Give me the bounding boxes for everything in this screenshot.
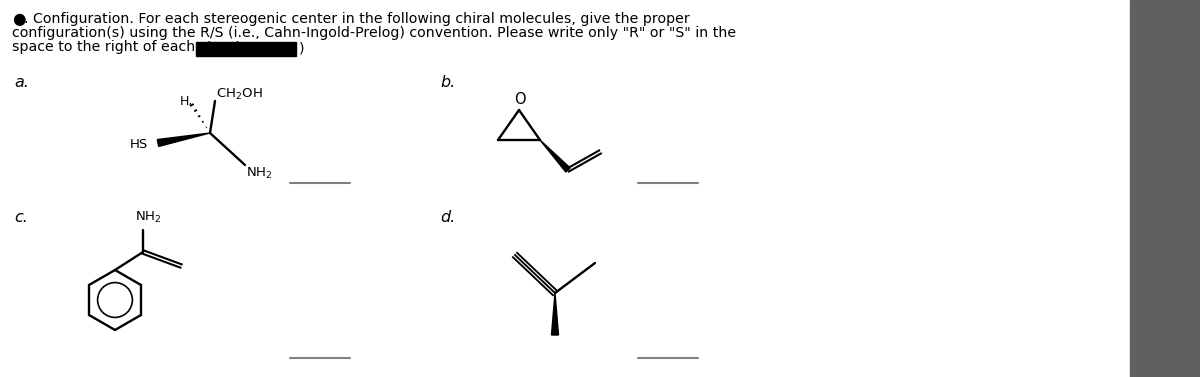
- Text: b.: b.: [440, 75, 455, 90]
- Text: $\mathregular{NH_2}$: $\mathregular{NH_2}$: [246, 166, 272, 181]
- Polygon shape: [552, 293, 558, 335]
- Text: . Configuration. For each stereogenic center in the following chiral molecules, : . Configuration. For each stereogenic ce…: [24, 12, 690, 26]
- Text: c.: c.: [14, 210, 28, 225]
- Text: $\mathregular{CH_2OH}$: $\mathregular{CH_2OH}$: [216, 87, 263, 102]
- Text: a.: a.: [14, 75, 29, 90]
- Text: ●: ●: [12, 12, 25, 27]
- Polygon shape: [540, 140, 570, 172]
- Text: HS: HS: [130, 138, 149, 151]
- Text: space to the right of each structure.: space to the right of each structure.: [12, 40, 269, 54]
- Text: d.: d.: [440, 210, 455, 225]
- Text: configuration(s) using the R/S (i.e., Cahn-Ingold-Prelog) convention. Please wri: configuration(s) using the R/S (i.e., Ca…: [12, 26, 736, 40]
- Text: H,: H,: [180, 95, 193, 108]
- Polygon shape: [157, 133, 210, 146]
- Text: ): ): [299, 41, 305, 55]
- Bar: [196, 42, 296, 56]
- Text: O: O: [514, 92, 526, 107]
- Bar: [1130, 0, 1200, 377]
- Text: $\mathregular{NH_2}$: $\mathregular{NH_2}$: [134, 210, 162, 225]
